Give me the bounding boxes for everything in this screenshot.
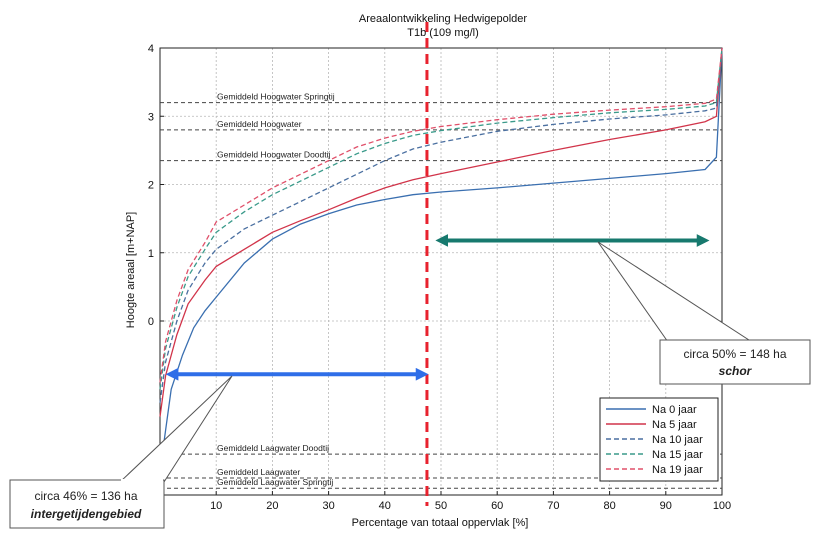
reference-line-label: Gemiddeld Laagwater Springtij: [217, 477, 333, 487]
x-tick-label: 40: [379, 500, 391, 512]
legend: Na 0 jaar Na 5 jaar Na 10 jaar Na 15 jaar Na…: [599, 397, 719, 482]
series-layer: [159, 47, 723, 472]
x-tick-label: 50: [435, 500, 447, 512]
x-tick-label: 20: [266, 500, 278, 512]
overlay-layer: [165, 22, 710, 506]
y-tick-label: 2: [148, 180, 154, 192]
callout-intergetijden-box: [9, 479, 165, 529]
y-tick-label: 1: [148, 248, 154, 260]
callout-intergetijden: circa 46% = 136 ha intergetijdengebied: [9, 375, 233, 529]
x-tick-label: 80: [603, 500, 615, 512]
x-tick-label: 60: [491, 500, 503, 512]
x-tick-label: 10: [210, 500, 222, 512]
legend-label-3: Na 10 jaar: [652, 434, 703, 446]
legend-box: [599, 397, 719, 482]
x-tick-label: 100: [713, 500, 731, 512]
legend-label-2: Na 5 jaar: [652, 419, 697, 431]
series-line-2: [159, 47, 723, 417]
callout-schor-box: [659, 339, 811, 385]
reference-line-label: Gemiddeld Laagwater Doodtij: [217, 443, 329, 453]
callout-schor-line2: schor: [719, 364, 753, 378]
y-tick-label: 0: [148, 316, 154, 328]
reference-line-label: Gemiddeld Hoogwater: [217, 119, 302, 129]
y-tick-label: 3: [148, 111, 154, 123]
reference-line-label: Gemiddeld Hoogwater Springtij: [217, 92, 335, 102]
callout-schor-line1: circa 50% = 148 ha: [683, 347, 786, 361]
series-line-5: [159, 47, 723, 383]
y-axis-label: Hoogte areaal [m+NAP]: [125, 212, 137, 328]
reference-line-label: Gemiddeld Laagwater: [217, 467, 300, 477]
callout-intergetijden-line2: intergetijdengebied: [31, 507, 142, 521]
x-axis-label: Percentage van totaal oppervlak [%]: [352, 517, 529, 529]
legend-label-4: Na 15 jaar: [652, 449, 703, 461]
x-tick-label: 30: [322, 500, 334, 512]
series-line-1: [159, 47, 723, 472]
chart-title: Areaalontwikkeling Hedwigepolder: [359, 13, 527, 25]
series-line-4: [159, 47, 723, 390]
callout-schor: circa 50% = 148 ha schor: [597, 241, 811, 385]
callout-intergetijden-line1: circa 46% = 136 ha: [34, 489, 137, 503]
chart-subtitle: T1b (109 mg/l): [407, 27, 479, 39]
x-tick-label: 90: [660, 500, 672, 512]
reference-line-label: Gemiddeld Hoogwater Doodtij: [217, 150, 331, 160]
reference-lines-layer: Gemiddeld Hoogwater Springtij Gemiddeld H…: [160, 92, 722, 489]
legend-label-5: Na 19 jaar: [652, 464, 703, 476]
x-tick-label: 70: [547, 500, 559, 512]
legend-label-1: Na 0 jaar: [652, 404, 697, 416]
plot-frame: [159, 47, 723, 496]
series-line-3: [159, 47, 723, 403]
y-tick-label: 4: [148, 43, 154, 55]
